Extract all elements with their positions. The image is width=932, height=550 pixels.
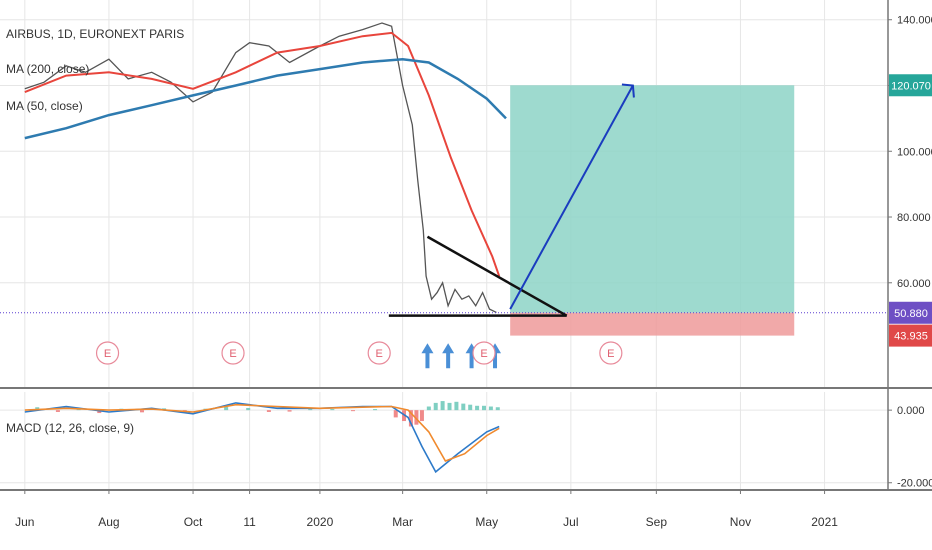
macd-histogram-bar: [97, 410, 102, 414]
macd-histogram-bar: [475, 405, 480, 411]
earnings-marker: [472, 341, 496, 365]
macd-histogram-bar: [350, 410, 355, 412]
target-price-badge-label: 120.070: [891, 80, 931, 92]
target-price-badge: [889, 74, 932, 97]
macd-histogram-bar: [447, 402, 452, 411]
macd-histogram-bar: [35, 407, 40, 411]
price-tick-label: 60.000: [897, 278, 931, 290]
macd-histogram-bar: [495, 407, 500, 411]
time-tick-label: Aug: [98, 515, 119, 529]
price-tick-label: 140.000: [897, 15, 932, 27]
macd-histogram-bar: [481, 405, 486, 411]
macd-histogram-bar: [55, 410, 60, 412]
time-tick-label: Jun: [15, 515, 34, 529]
time-tick-label: 2020: [307, 515, 334, 529]
resistance-trendline: [426, 235, 568, 317]
earnings-marker: [367, 341, 391, 365]
macd-histogram-bar: [454, 401, 459, 411]
earnings-marker-label: E: [229, 348, 236, 360]
macd-histogram-bar: [440, 401, 445, 411]
time-tick-label: 2021: [811, 515, 838, 529]
projection-arrowhead: [621, 83, 635, 98]
macd-histogram-bar: [308, 409, 313, 411]
macd-legend: MACD (12, 26, close, 9): [6, 421, 134, 435]
chart-title: AIRBUS, 1D, EURONEXT PARIS: [6, 27, 184, 41]
price-tick-label: 80.000: [897, 212, 931, 224]
macd-histogram-bar: [461, 403, 466, 411]
macd-histogram-bar: [414, 410, 419, 425]
macd-histogram-bar: [224, 406, 229, 411]
ma200-legend: MA (200, close): [6, 62, 89, 76]
close-line: [24, 22, 497, 313]
macd-histogram-bar: [419, 410, 424, 422]
ma50-legend: MA (50, close): [6, 99, 83, 113]
time-tick-label: 11: [243, 515, 256, 529]
time-tick-label: Mar: [392, 515, 413, 529]
macd-tick-label: -20.000: [897, 478, 932, 490]
axes: 140.000120.000100.00080.00060.0000.000-2…: [0, 0, 932, 529]
macd_line: [24, 402, 500, 474]
earnings-marker: [599, 341, 623, 365]
macd-histogram-bar: [488, 406, 493, 411]
macd-histogram-bar: [408, 410, 413, 427]
support-touch-arrow: [442, 343, 455, 369]
current-price-badge-label: 50.880: [894, 308, 928, 320]
macd-histogram-bar: [266, 410, 271, 412]
earnings-marker-label: E: [607, 348, 614, 360]
macd-pane: [24, 401, 500, 474]
stop-price-badge: [889, 324, 932, 347]
position-zones: [510, 85, 795, 336]
macd-histogram-bar: [330, 409, 335, 411]
ma50-line: [24, 31, 501, 277]
macd-histogram-bar: [287, 410, 292, 412]
time-tick-label: Sep: [646, 515, 668, 529]
macd-histogram-bar: [426, 406, 431, 411]
macd-histogram-bar: [433, 402, 438, 411]
time-tick-label: May: [475, 515, 498, 529]
earnings-marker: [221, 341, 245, 365]
macd-tick-label: 0.000: [897, 405, 925, 417]
time-tick-label: Nov: [730, 515, 751, 529]
macd-histogram-bar: [140, 410, 145, 413]
target-zone: [510, 85, 795, 313]
time-tick-label: Jul: [563, 515, 578, 529]
current-price-badge: [889, 301, 932, 324]
macd-histogram-bar: [246, 407, 251, 411]
earnings-marker-label: E: [376, 348, 383, 360]
series-layer: [24, 22, 507, 313]
time-tick-label: Oct: [184, 515, 203, 529]
macd-histogram-bar: [373, 409, 378, 411]
earnings-marker-label: E: [480, 348, 487, 360]
price-tick-label: 100.000: [897, 146, 932, 158]
earnings-marker: [95, 341, 120, 365]
support-touch-arrow: [421, 343, 434, 369]
projection-arrow: [509, 85, 634, 310]
stop-price-badge-label: 43.935: [894, 331, 928, 343]
ma200-line: [24, 57, 507, 140]
stop-zone: [510, 312, 795, 336]
macd_signal: [24, 403, 500, 462]
macd-histogram-bar: [468, 404, 473, 411]
earnings-marker-label: E: [104, 348, 111, 360]
macd-histogram-bar: [393, 410, 398, 418]
